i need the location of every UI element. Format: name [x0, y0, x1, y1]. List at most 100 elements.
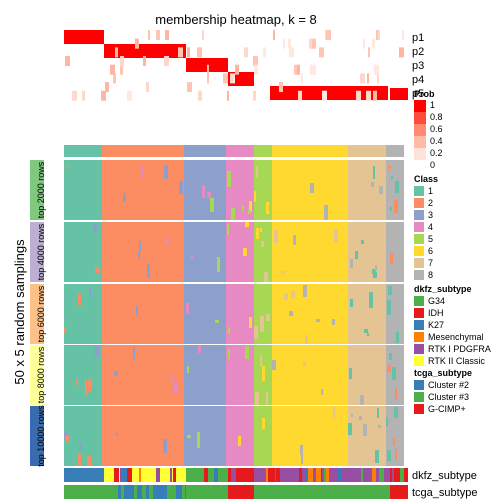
dkfz-track-block — [64, 468, 104, 482]
heatmap-speckle — [359, 416, 362, 420]
heatmap-speckle — [238, 436, 241, 446]
prob-row-label: p4 — [412, 74, 424, 86]
prob-speckle — [233, 73, 235, 84]
tcga-track-speckle — [167, 485, 171, 499]
probability-heatmap: p1 p2 p3 p4 p5 — [64, 30, 424, 101]
prob-speckle — [319, 47, 324, 58]
class-legend-swatch — [414, 246, 424, 256]
heatmap-speckle — [136, 306, 138, 316]
prob-speckle — [283, 38, 285, 49]
heatmap-speckle — [87, 456, 91, 470]
heatmap-speckle — [371, 182, 374, 187]
row-group-bar — [30, 222, 44, 282]
heatmap-speckle — [373, 166, 375, 179]
tcga-legend-label: Cluster #3 — [428, 392, 469, 402]
class-track-segment — [386, 145, 404, 157]
dkfz-legend-label: IDH — [428, 308, 444, 318]
row-group-bar — [30, 406, 44, 466]
class-track-segment — [348, 145, 386, 157]
prob-speckle — [298, 90, 302, 101]
heatmap-speckle — [272, 360, 276, 370]
heatmap-speckle — [227, 224, 229, 235]
tcga-track-block — [390, 485, 408, 499]
prob-speckle — [164, 56, 169, 67]
dkfz-track-speckle — [337, 468, 341, 482]
heatmap-speckle — [333, 406, 335, 418]
prob-speckle — [372, 38, 375, 49]
prob-speckle — [165, 30, 169, 40]
heatmap-speckle — [332, 319, 335, 325]
dkfz-track-speckle — [392, 468, 394, 482]
prob-speckle — [115, 47, 118, 58]
class-legend-label: 6 — [428, 246, 433, 256]
prob-speckle — [402, 30, 404, 40]
class-annotation-track — [64, 145, 404, 157]
row-group-bar — [30, 345, 44, 405]
prob-speckle — [254, 64, 258, 75]
heatmap-speckle — [254, 191, 256, 202]
prob-speckle — [202, 30, 204, 40]
prob-speckle — [65, 56, 70, 67]
dkfz-track-speckle — [326, 468, 329, 482]
prob-legend-swatch — [414, 112, 426, 124]
dkfz-track-speckle — [120, 468, 123, 482]
heatmap-speckle — [138, 251, 140, 258]
row-group-label: top 10000 rows — [36, 405, 46, 467]
prob-speckle — [227, 90, 229, 101]
heatmap-speckle — [249, 201, 252, 212]
heatmap-speckle — [256, 166, 258, 178]
heatmap-speckle — [202, 185, 205, 198]
heatmap-block — [64, 160, 102, 220]
prob-speckle — [373, 90, 377, 101]
class-legend-label: 2 — [428, 198, 433, 208]
heatmap-speckle — [228, 349, 230, 359]
heatmap-speckle — [260, 316, 264, 332]
prob-speckle — [310, 64, 315, 75]
heatmap-speckle — [377, 408, 379, 418]
heatmap-speckle — [378, 425, 381, 428]
class-legend-label: 3 — [428, 210, 433, 220]
prob-legend-tick: 0 — [430, 160, 435, 170]
heatmap-speckle — [334, 230, 338, 242]
heatmap-speckle — [387, 300, 391, 315]
dkfz-legend-label: RTK II Classic — [428, 356, 485, 366]
heatmap-speckle — [388, 166, 391, 169]
prob-speckle — [356, 90, 361, 101]
heatmap-block — [272, 345, 348, 405]
heatmap-speckle — [85, 379, 87, 395]
prob-speckle — [294, 64, 297, 75]
tcga-track-speckle — [142, 485, 145, 499]
class-legend-swatch — [414, 222, 424, 232]
dkfz-legend-swatch — [414, 308, 424, 318]
dkfz-track-speckle — [316, 468, 321, 482]
heatmap-block — [184, 284, 226, 344]
heatmap-block — [184, 345, 226, 405]
prob-legend-tick: 0.2 — [430, 148, 443, 158]
heatmap-speckle — [388, 365, 391, 371]
heatmap-speckle — [391, 176, 393, 179]
heatmap-speckle — [289, 311, 293, 316]
heatmap-speckle — [76, 379, 78, 385]
heatmap-speckle — [373, 272, 377, 278]
group-separator — [64, 220, 408, 222]
heatmap-block — [386, 222, 404, 282]
dkfz-track-speckle — [372, 468, 376, 482]
tcga-track-speckle — [121, 485, 124, 499]
heatmap-speckle — [164, 165, 168, 179]
heatmap-speckle — [95, 267, 99, 273]
heatmap-speckle — [305, 335, 308, 345]
heatmap-speckle — [372, 269, 376, 274]
prob-speckle — [253, 90, 256, 101]
dkfz-legend-label: G34 — [428, 296, 445, 306]
class-track-segment — [254, 145, 272, 157]
heatmap-speckle — [133, 347, 135, 359]
tcga-track-speckle — [174, 485, 176, 499]
y-axis-label: 50 x 5 random samplings — [12, 239, 27, 385]
dkfz-track-speckle — [122, 468, 127, 482]
heatmap-speckle — [123, 193, 126, 202]
row-group-label: top 4000 rows — [36, 223, 46, 280]
dkfz-track-speckle — [261, 468, 266, 482]
tcga-legend-swatch — [414, 380, 424, 390]
heatmap-speckle — [291, 291, 295, 298]
